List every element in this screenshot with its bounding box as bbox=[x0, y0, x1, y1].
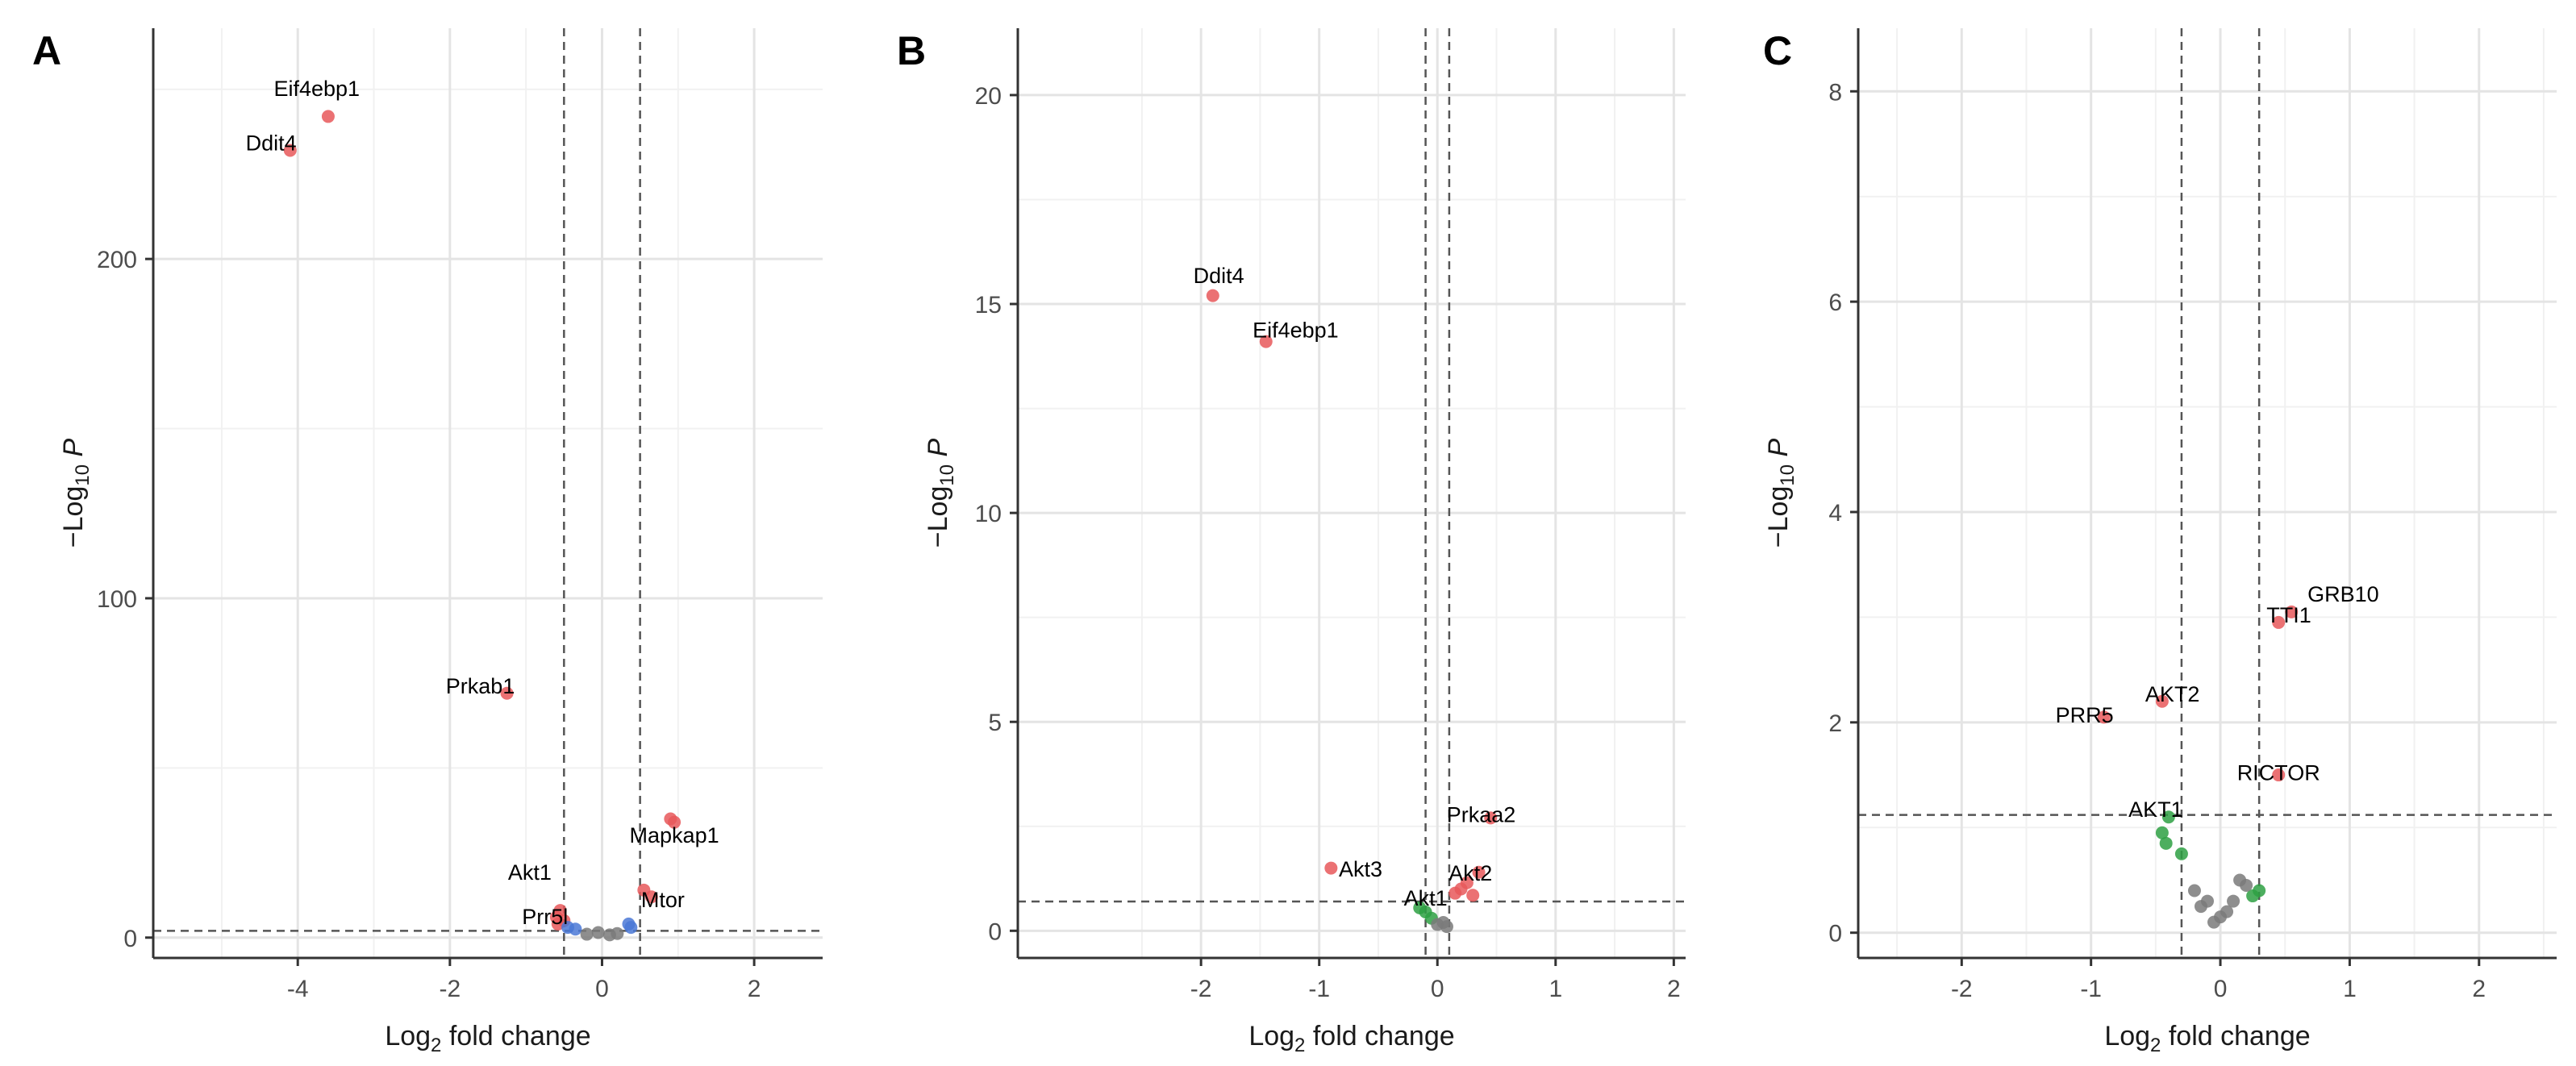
data-point bbox=[2155, 826, 2169, 839]
data-point bbox=[2161, 810, 2175, 824]
data-point bbox=[2240, 879, 2253, 893]
gene-label: Akt1 bbox=[1404, 886, 1448, 910]
x-tick-label: 0 bbox=[595, 976, 609, 1002]
gene-label: Prkaa2 bbox=[1447, 803, 1516, 827]
x-tick-label: -1 bbox=[1308, 976, 1330, 1002]
data-point bbox=[2097, 710, 2111, 724]
data-point bbox=[580, 927, 594, 941]
data-point bbox=[2227, 894, 2240, 908]
data-point bbox=[2272, 768, 2286, 782]
panel-letter: A bbox=[32, 28, 61, 73]
data-point bbox=[1206, 289, 1219, 302]
x-axis-title: Log2 fold change bbox=[2104, 1021, 2310, 1056]
gene-label: Ddit4 bbox=[1194, 264, 1244, 288]
x-tick-label: -2 bbox=[439, 976, 461, 1002]
gene-label: Akt3 bbox=[1339, 857, 1382, 881]
y-axis-title: −Log10 P bbox=[923, 438, 958, 548]
x-tick-label: 1 bbox=[2343, 976, 2357, 1002]
data-point bbox=[2187, 884, 2201, 897]
data-point bbox=[591, 926, 605, 939]
gene-label: Prr5l bbox=[522, 905, 568, 929]
x-tick-label: 2 bbox=[748, 976, 761, 1002]
gene-label: Prkab1 bbox=[446, 674, 515, 698]
data-point bbox=[551, 917, 565, 931]
x-axis-title: Log2 fold change bbox=[1248, 1021, 1454, 1056]
y-tick-label: 2 bbox=[1828, 710, 1842, 737]
x-tick-label: 2 bbox=[2472, 976, 2486, 1002]
y-axis-title: −Log10 P bbox=[58, 438, 94, 548]
data-point bbox=[2220, 905, 2234, 918]
gene-label: Akt2 bbox=[1448, 861, 1492, 885]
y-tick-label: 0 bbox=[988, 918, 1002, 945]
gene-label: RICTOR bbox=[2237, 761, 2320, 785]
y-tick-label: 0 bbox=[1828, 921, 1842, 947]
gene-label: Mapkap1 bbox=[630, 823, 719, 847]
y-tick-label: 20 bbox=[975, 83, 1002, 110]
y-tick-label: 5 bbox=[988, 710, 1002, 736]
gene-label: TTI1 bbox=[2266, 603, 2311, 627]
data-point bbox=[2174, 847, 2188, 860]
panel-a: -4 -2 0 2 0 100 200 Eif4ebp1 Ddit4 Prkab1 Mapkap1 A… bbox=[32, 28, 823, 1056]
gene-label: Eif4ebp1 bbox=[273, 77, 360, 101]
data-point bbox=[668, 815, 682, 829]
gene-label: PRR5 bbox=[2056, 703, 2114, 727]
gene-label: Eif4ebp1 bbox=[1253, 318, 1339, 342]
y-tick-label: 15 bbox=[975, 292, 1002, 319]
x-tick-label: -4 bbox=[287, 976, 309, 1002]
data-point bbox=[2246, 889, 2260, 903]
y-axis-title: −Log10 P bbox=[1763, 438, 1799, 548]
data-point bbox=[283, 144, 297, 157]
x-axis-title: Log2 fold change bbox=[385, 1021, 590, 1056]
data-point bbox=[1259, 335, 1273, 348]
x-tick-label: -1 bbox=[2080, 976, 2102, 1002]
gene-label: AKT1 bbox=[2128, 797, 2183, 822]
y-tick-label: 6 bbox=[1828, 289, 1842, 316]
x-tick-label: 2 bbox=[1667, 976, 1681, 1002]
x-tick-label: -2 bbox=[1951, 976, 1973, 1002]
data-point bbox=[1454, 882, 1468, 896]
y-tick-label: 8 bbox=[1828, 79, 1842, 106]
data-point bbox=[1466, 889, 1480, 902]
data-point bbox=[321, 110, 335, 123]
data-point bbox=[2207, 915, 2221, 929]
data-point bbox=[1440, 920, 1453, 934]
y-tick-label: 4 bbox=[1828, 500, 1842, 527]
y-tick-label: 100 bbox=[97, 586, 137, 613]
x-tick-label: -2 bbox=[1190, 976, 1212, 1002]
data-point bbox=[611, 927, 624, 940]
data-point bbox=[2285, 605, 2299, 618]
x-tick-label: 0 bbox=[2214, 976, 2228, 1002]
y-tick-label: 10 bbox=[975, 501, 1002, 527]
data-point bbox=[2159, 836, 2173, 850]
data-point bbox=[2155, 694, 2169, 708]
data-point bbox=[1484, 811, 1498, 825]
data-point bbox=[1472, 865, 1486, 879]
data-point bbox=[2194, 900, 2207, 914]
data-point bbox=[2272, 615, 2286, 629]
gene-label: GRB10 bbox=[2307, 582, 2379, 606]
data-point bbox=[624, 921, 638, 935]
y-tick-label: 200 bbox=[97, 247, 137, 273]
data-point bbox=[1324, 861, 1338, 875]
gene-label: Akt1 bbox=[508, 860, 552, 885]
data-point bbox=[569, 922, 582, 936]
gene-label: Ddit4 bbox=[246, 131, 297, 155]
gene-label: Mtor bbox=[641, 888, 685, 912]
y-tick-label: 0 bbox=[123, 926, 137, 952]
x-tick-label: 1 bbox=[1549, 976, 1562, 1002]
panel-letter: B bbox=[897, 28, 926, 73]
gene-label: AKT2 bbox=[2145, 682, 2200, 706]
data-point bbox=[644, 890, 658, 904]
x-tick-label: 0 bbox=[1431, 976, 1444, 1002]
data-point bbox=[500, 686, 514, 700]
panel-letter: C bbox=[1763, 28, 1792, 73]
